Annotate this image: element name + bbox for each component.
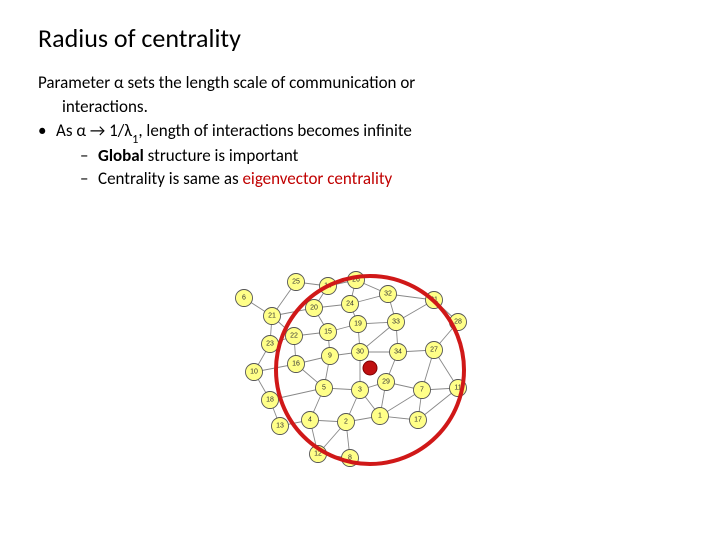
p1-text-b: sets the length scale of communication o… [124,72,416,93]
svg-text:10: 10 [250,369,258,376]
b1-text-b: → 1/λ [86,120,132,141]
p1-text-a: Parameter [38,72,114,93]
svg-text:5: 5 [322,385,326,392]
sb1-bold: Global [98,145,144,166]
svg-text:16: 16 [292,361,300,368]
sb2-emphasis: eigenvector centrality [242,168,392,189]
bullet-1: • As α → 1/λ1, length of interactions be… [38,120,682,145]
svg-text:29: 29 [382,379,390,386]
sub-bullet-2: – Centrality is same as eigenvector cent… [38,168,682,190]
svg-text:34: 34 [394,349,402,356]
network-diagram: 6251426212024323123221519332810169303427… [210,260,510,480]
svg-text:21: 21 [268,313,276,320]
svg-text:1: 1 [378,413,382,420]
svg-text:33: 33 [392,319,400,326]
sb2-text-a: Centrality is same as [98,168,242,189]
svg-text:2: 2 [344,419,348,426]
body-content: Parameter α sets the length scale of com… [38,72,682,190]
b1-text-c: , length of interactions becomes infinit… [138,120,411,141]
bullet-dot-icon: • [38,120,56,142]
sub-bullet-1: – Global structure is important [38,145,682,167]
svg-text:3: 3 [358,387,362,394]
svg-text:20: 20 [310,305,318,312]
svg-text:32: 32 [384,291,392,298]
svg-text:23: 23 [266,341,274,348]
svg-text:22: 22 [290,333,298,340]
sb1-rest: structure is important [144,145,298,166]
alpha-symbol-2: α [76,120,86,141]
svg-text:27: 27 [430,347,438,354]
p1-text-c: interactions. [62,96,148,117]
svg-text:4: 4 [308,417,312,424]
dash-icon-1: – [80,145,98,167]
dash-icon-2: – [80,168,98,190]
svg-text:17: 17 [414,417,422,424]
svg-text:28: 28 [454,319,462,326]
svg-text:25: 25 [292,279,300,286]
svg-text:24: 24 [346,301,354,308]
paragraph-1: Parameter α sets the length scale of com… [38,72,682,94]
svg-text:13: 13 [276,423,284,430]
b1-text-a: As [56,120,76,141]
svg-text:6: 6 [242,295,246,302]
svg-text:15: 15 [324,329,332,336]
diagram-container: 6251426212024323123221519332810169303427… [0,260,720,480]
alpha-symbol: α [114,72,124,93]
slide-title: Radius of centrality [38,22,682,54]
svg-text:9: 9 [328,353,332,360]
svg-text:7: 7 [420,387,424,394]
svg-text:30: 30 [356,349,364,356]
paragraph-1b: interactions. [38,96,682,118]
svg-text:19: 19 [354,321,362,328]
svg-text:18: 18 [266,397,274,404]
subscript-1: 1 [132,132,138,147]
